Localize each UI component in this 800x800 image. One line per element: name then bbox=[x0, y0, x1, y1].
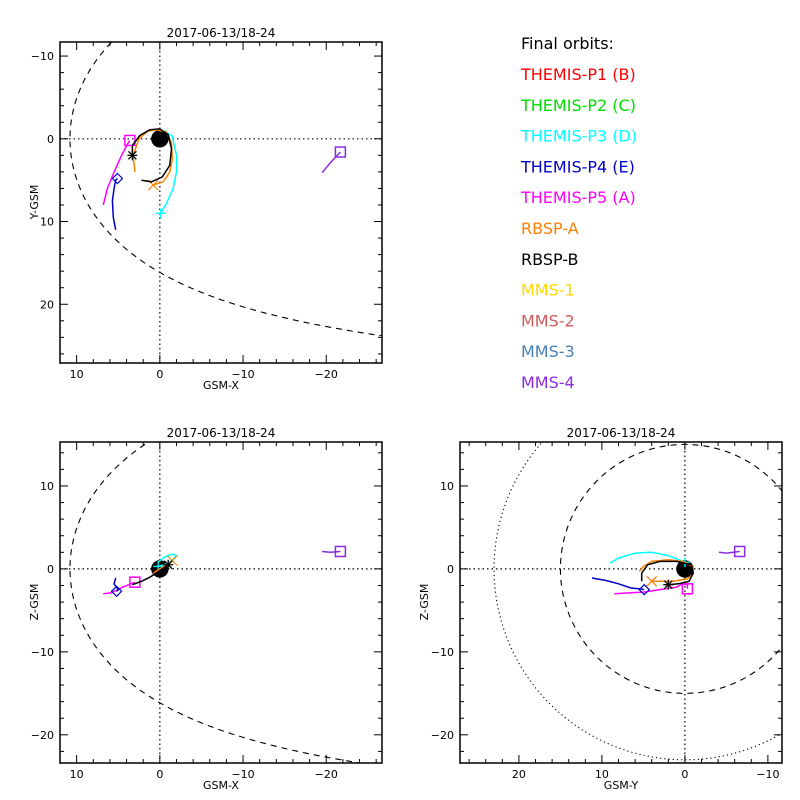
x-tick-label: 10 bbox=[595, 768, 609, 781]
marker-themis-p5-a- bbox=[681, 583, 694, 595]
plot-xy-title: 2017-06-13/18-24 bbox=[167, 26, 276, 40]
legend-item: MMS-1 bbox=[521, 281, 575, 300]
legend-item: THEMIS-P4 (E) bbox=[520, 157, 635, 176]
x-tick-label: −10 bbox=[756, 768, 779, 781]
plot-yz-xlabel: GSM-Y bbox=[604, 779, 639, 792]
plot-xy-ytick-labels: −10 0 10 20 bbox=[31, 50, 54, 311]
legend-item: RBSP-B bbox=[521, 250, 578, 269]
marker-rbsp-b bbox=[663, 579, 674, 590]
earth-marker bbox=[151, 130, 169, 148]
y-tick-label: 10 bbox=[440, 480, 454, 493]
marker-mms-4 bbox=[733, 545, 746, 558]
marker-themis-p5-a- bbox=[124, 134, 136, 147]
x-tick-label: 0 bbox=[156, 768, 163, 781]
y-tick-label: −10 bbox=[31, 646, 54, 659]
plot-yz-frame bbox=[459, 441, 783, 764]
plot-xy-xtick-labels: 10 0 −10 −20 bbox=[70, 368, 338, 381]
marker-rbsp-b bbox=[127, 150, 138, 161]
orbit-themis-p5-a- bbox=[614, 583, 689, 595]
orbit-mms-4 bbox=[322, 550, 341, 554]
y-tick-label: −20 bbox=[431, 729, 454, 742]
marker-themis-p4-e- bbox=[111, 172, 124, 185]
y-tick-label: 0 bbox=[447, 563, 454, 576]
plot-xy-xlabel: GSM-X bbox=[203, 379, 239, 392]
x-tick-label: −10 bbox=[231, 368, 254, 381]
legend-item: MMS-2 bbox=[521, 311, 575, 330]
plot-xy-panel: 2017-06-13/18-24 GSM-X Y-GSM 10 0 −10 −20 −… bbox=[0, 0, 651, 800]
magnetopause-line bbox=[69, 42, 382, 337]
y-tick-label: 0 bbox=[47, 563, 54, 576]
x-tick-label: −10 bbox=[231, 768, 254, 781]
x-tick-label: 0 bbox=[681, 768, 688, 781]
plot-xz-area bbox=[0, 0, 651, 800]
marker-mms-4 bbox=[334, 146, 347, 158]
plot-yz-ylabel: Z-GSM bbox=[418, 584, 431, 621]
x-tick-label: 10 bbox=[70, 368, 84, 381]
marker-themis-p3-d- bbox=[155, 208, 166, 219]
plot-xz-ticks bbox=[59, 442, 382, 763]
magnetopause-line bbox=[69, 442, 364, 763]
plot-xy-ylabel: Y-GSM bbox=[28, 185, 41, 221]
plot-xy-area bbox=[0, 0, 651, 800]
legend-item: THEMIS-P3 (D) bbox=[520, 127, 637, 146]
plot-xz-xlabel: GSM-X bbox=[203, 779, 239, 792]
plot-xz-ytick-labels: 10 0 −10 −20 bbox=[31, 480, 54, 742]
plot-yz-xtick-labels: 20 10 0 −10 bbox=[512, 768, 780, 781]
plot-xz-panel: 2017-06-13/18-24 GSM-X Z-GSM 10 0 −10 −20 1… bbox=[0, 0, 651, 800]
orbit-themis-p4-e- bbox=[113, 577, 120, 592]
y-tick-label: −10 bbox=[31, 50, 54, 63]
marker-rbsp-a bbox=[646, 575, 658, 587]
plot-yz-title: 2017-06-13/18-24 bbox=[567, 426, 676, 440]
orbit-rbsp-b bbox=[640, 560, 694, 586]
legend-title: Final orbits: bbox=[521, 34, 614, 53]
bow-shock-line bbox=[0, 0, 651, 800]
legend-item: MMS-3 bbox=[521, 342, 575, 361]
y-tick-label: 20 bbox=[40, 298, 54, 311]
plot-yz-ytick-labels: 10 0 −10 −20 bbox=[431, 480, 454, 742]
legend-item: THEMIS-P1 (B) bbox=[520, 65, 636, 84]
orbit-mms-4 bbox=[718, 550, 740, 554]
orbit-themis-p3-d- bbox=[160, 129, 178, 214]
plot-xy-frame bbox=[59, 41, 383, 364]
plot-xz-frame bbox=[59, 441, 383, 764]
legend-item: THEMIS-P2 (C) bbox=[520, 96, 636, 115]
legend: Final orbits: THEMIS-P1 (B) THEMIS-P2 (C)… bbox=[520, 34, 637, 392]
marker-themis-p4-e- bbox=[110, 585, 123, 598]
x-tick-label: 20 bbox=[512, 768, 526, 781]
plot-xz-xtick-labels: 10 0 −10 −20 bbox=[70, 768, 338, 781]
orbit-mms-4 bbox=[321, 151, 341, 174]
plot-yz-ticks bbox=[460, 442, 782, 763]
x-tick-label: −20 bbox=[315, 768, 338, 781]
legend-item: MMS-4 bbox=[521, 373, 575, 392]
y-tick-label: −10 bbox=[431, 646, 454, 659]
marker-themis-p4-e- bbox=[638, 583, 651, 596]
plot-xz-title: 2017-06-13/18-24 bbox=[167, 426, 276, 440]
orbit-themis-p5-a- bbox=[102, 140, 131, 206]
plot-xz-ylabel: Z-GSM bbox=[28, 584, 41, 621]
legend-item: RBSP-A bbox=[521, 219, 579, 238]
legend-item: THEMIS-P5 (A) bbox=[520, 188, 636, 207]
orbit-themis-p4-e- bbox=[591, 577, 645, 591]
y-tick-label: −20 bbox=[31, 729, 54, 742]
marker-mms-4 bbox=[334, 545, 347, 558]
orbit-rbsp-a bbox=[132, 128, 174, 186]
x-tick-label: 10 bbox=[70, 768, 84, 781]
marker-rbsp-b bbox=[163, 559, 174, 570]
plot-yz-panel: 2017-06-13/18-24 GSM-Y Z-GSM 20 10 0 −10 10… bbox=[418, 426, 783, 792]
x-tick-label: 0 bbox=[156, 368, 163, 381]
orbit-themis-p4-e- bbox=[111, 177, 118, 230]
plot-yz-area bbox=[460, 442, 782, 763]
x-tick-label: −20 bbox=[315, 368, 338, 381]
orbit-rbsp-b bbox=[132, 564, 169, 586]
bow-shock-line bbox=[0, 0, 651, 800]
y-tick-label: 0 bbox=[47, 133, 54, 146]
y-tick-label: 10 bbox=[40, 216, 54, 229]
plot-xy-ticks bbox=[59, 42, 382, 363]
y-tick-label: 10 bbox=[40, 480, 54, 493]
orbit-rbsp-b bbox=[131, 128, 173, 183]
